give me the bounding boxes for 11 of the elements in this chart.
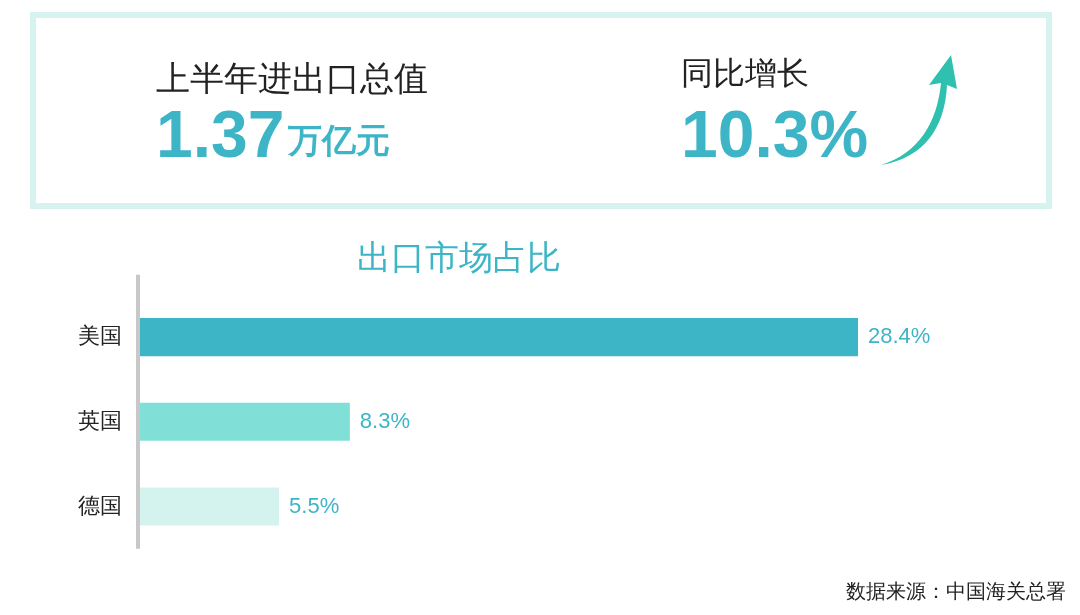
data-label: 5.5%	[289, 492, 340, 518]
y-tick-label: 美国	[78, 323, 122, 349]
y-tick-label: 德国	[78, 492, 122, 518]
data-label: 28.4%	[868, 323, 931, 349]
y-tick-label: 英国	[78, 407, 122, 433]
text: 万亿元	[288, 120, 390, 161]
source-note: 数据来源：中国海关总署	[846, 578, 1066, 605]
text: 同比增长	[681, 53, 809, 94]
chart-title: 出口市场占比	[357, 237, 561, 278]
data-label: 8.3%	[359, 407, 410, 433]
text: 10.3%	[681, 96, 869, 172]
